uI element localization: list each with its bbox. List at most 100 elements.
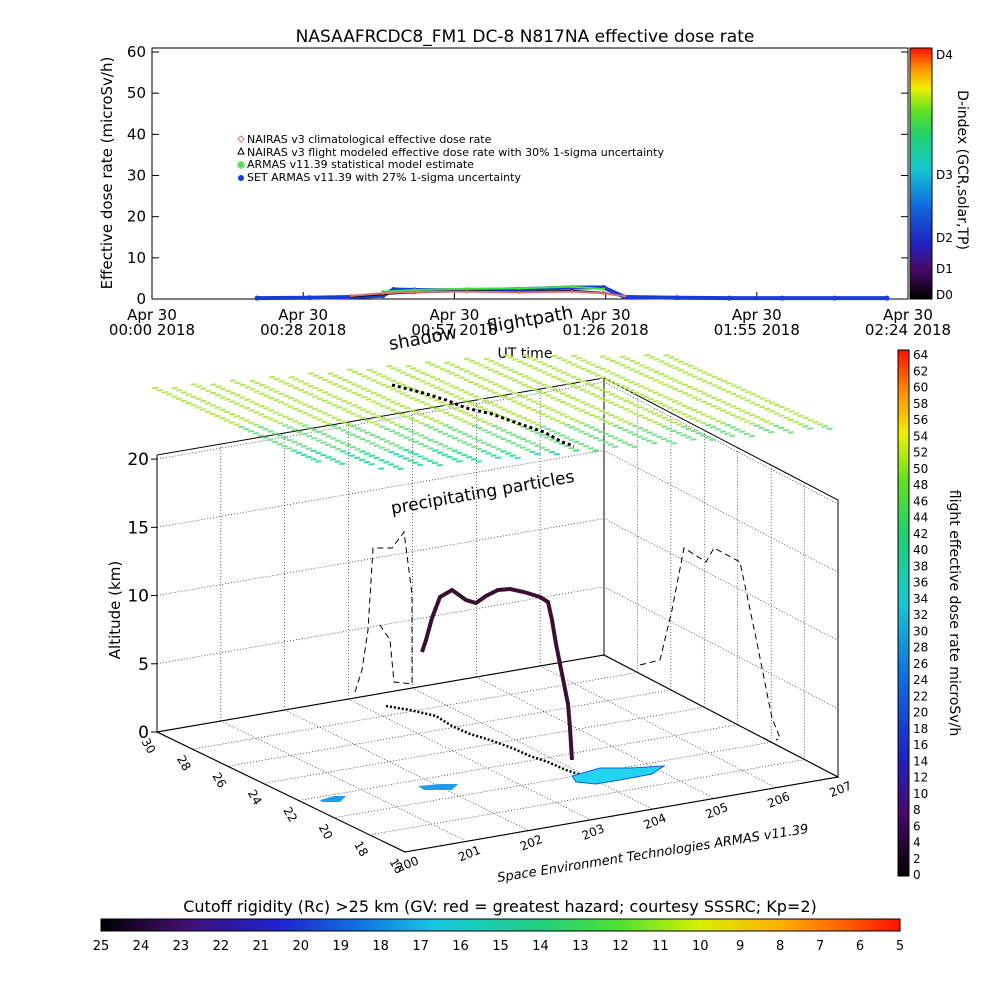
particle-dash <box>476 439 483 442</box>
particle-dash <box>296 430 303 434</box>
particle-dash <box>427 459 434 463</box>
particle-dash <box>612 424 619 428</box>
particle-dash <box>380 396 387 399</box>
particle-dash <box>618 384 625 388</box>
dindex-gradient <box>909 47 933 300</box>
particle-dash <box>468 372 475 375</box>
top-x-tick-line1: Apr 30 <box>883 306 933 324</box>
particle-dash <box>604 369 611 373</box>
particle-dash <box>409 375 417 379</box>
particle-dash <box>729 426 736 429</box>
rigidity-blob-large <box>571 765 666 785</box>
particle-dash <box>423 423 430 427</box>
particle-dash <box>524 439 531 443</box>
particle-dash <box>492 383 499 386</box>
particle-dash <box>568 438 575 442</box>
particle-dash <box>749 401 756 404</box>
particle-dash <box>521 383 528 387</box>
particle-dash <box>629 359 636 363</box>
dose-rate-ticks: 6462605856545250484644424038363432302826… <box>913 348 928 882</box>
shadow-curtain-left <box>354 530 413 693</box>
particle-dash <box>414 377 421 381</box>
lon-tick-label: 205 <box>704 800 730 822</box>
particle-dash <box>594 386 601 390</box>
particle-dash <box>214 414 221 418</box>
series-point <box>884 295 890 301</box>
particle-dash <box>589 371 597 375</box>
particle-dash <box>637 405 644 409</box>
particle-dash <box>807 418 814 422</box>
particle-dash <box>315 451 322 455</box>
ground-track <box>385 704 599 782</box>
dindex-colorbar: D4 D3 D2 D1 D0 D-index (GCR,solar,TP) <box>909 47 970 302</box>
particle-dash <box>487 389 494 392</box>
particle-dash <box>710 417 717 421</box>
particle-dash <box>744 411 751 415</box>
particle-dash <box>439 380 446 383</box>
dose-rate-tick-label: 22 <box>913 689 928 703</box>
particle-dash <box>358 458 366 462</box>
particle-dash <box>682 362 689 366</box>
particle-dash <box>492 391 499 395</box>
particle-dash <box>807 427 814 430</box>
particle-dash <box>633 370 640 374</box>
particle-dash <box>573 428 580 431</box>
particle-dash <box>583 411 591 415</box>
particle-dash <box>565 394 572 398</box>
particle-dash <box>681 412 688 416</box>
particle-dash <box>370 400 377 403</box>
particle-dash <box>291 428 298 432</box>
particle-dash <box>322 391 329 394</box>
particle-dash <box>422 457 429 460</box>
particle-dash <box>400 371 407 374</box>
particle-dash <box>628 389 635 392</box>
particle-dash <box>467 414 474 417</box>
particle-dash <box>346 389 353 393</box>
particle-dash <box>512 370 519 374</box>
particle-dash <box>555 377 562 381</box>
particle-dash <box>312 386 319 390</box>
particle-dash <box>719 421 726 425</box>
particle-dash <box>432 440 439 444</box>
particle-dash <box>548 450 555 454</box>
particle-dash <box>326 401 333 405</box>
dindex-tick-d3: D3 <box>936 168 953 182</box>
particle-dash <box>584 390 591 394</box>
particle-dash <box>700 400 708 404</box>
particle-dash <box>407 450 414 454</box>
dose-rate-tick-label: 32 <box>913 608 928 622</box>
particle-dash <box>700 421 707 425</box>
particle-dash <box>295 451 303 455</box>
particle-dash <box>258 392 265 395</box>
particle-dash <box>676 402 683 405</box>
particle-dash <box>721 379 728 383</box>
particle-dash <box>647 397 654 401</box>
particle-dash <box>472 403 479 407</box>
top-x-tick-line1: Apr 30 <box>278 306 328 324</box>
particle-dash <box>574 386 582 389</box>
particle-dash <box>551 354 558 358</box>
rigidity-title: Cutoff rigidity (Rc) >25 km (GV: red = g… <box>183 897 817 916</box>
particle-dash <box>481 408 489 411</box>
dose-rate-tick-label: 44 <box>913 511 928 525</box>
particle-dash <box>709 438 716 441</box>
particle-dash <box>298 380 305 383</box>
series-segment <box>351 292 384 297</box>
particle-dash <box>490 433 498 436</box>
particle-dash <box>787 418 795 422</box>
legend-entry-nairas-flight: NAIRAS v3 flight modeled effective dose … <box>237 146 664 159</box>
particle-dash <box>613 382 621 386</box>
particle-dash <box>291 449 298 452</box>
z-axis-label: Altitude (km) <box>106 561 124 659</box>
series-point <box>832 295 837 301</box>
particle-dash <box>456 451 463 455</box>
particle-dash <box>345 422 352 426</box>
particle-dash <box>374 435 381 439</box>
floor-gridline <box>263 706 705 784</box>
particle-dash <box>317 376 324 380</box>
particle-dash <box>316 409 323 413</box>
particle-dash <box>413 411 420 414</box>
particle-dash <box>564 415 571 418</box>
particle-dash <box>505 431 512 434</box>
particle-dash <box>571 354 578 358</box>
